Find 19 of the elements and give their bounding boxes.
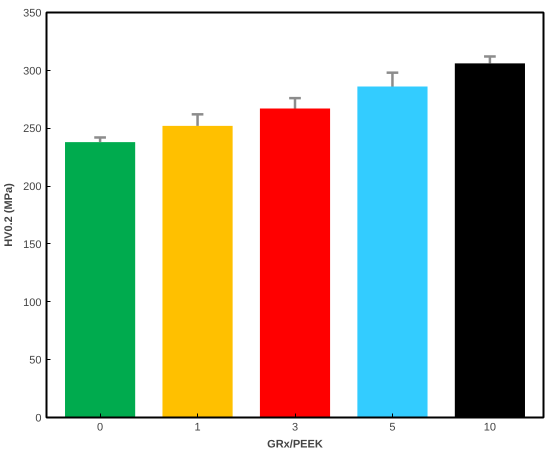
y-tick-label: 350: [23, 8, 42, 20]
x-tick-label: 5: [389, 422, 396, 434]
y-tick-label: 100: [23, 296, 42, 309]
y-tick-label: 300: [23, 65, 42, 78]
y-tick-label: 150: [23, 238, 42, 251]
bar: [357, 86, 428, 418]
y-tick-label: 250: [23, 123, 42, 136]
y-tick-label: 50: [29, 354, 42, 367]
y-tick-label: 200: [23, 181, 42, 194]
x-tick-label: 1: [194, 422, 201, 434]
x-tick-label: 0: [97, 422, 104, 434]
x-tick-label: 3: [292, 422, 298, 434]
y-axis-title: HV0.2 (MPa): [3, 182, 16, 247]
bar: [260, 108, 330, 418]
bar: [65, 142, 136, 418]
x-axis-title: GRx/PEEK: [267, 438, 323, 450]
y-tick-label: 0: [35, 412, 42, 424]
x-tick-label: 10: [484, 422, 496, 434]
bar: [162, 126, 233, 418]
